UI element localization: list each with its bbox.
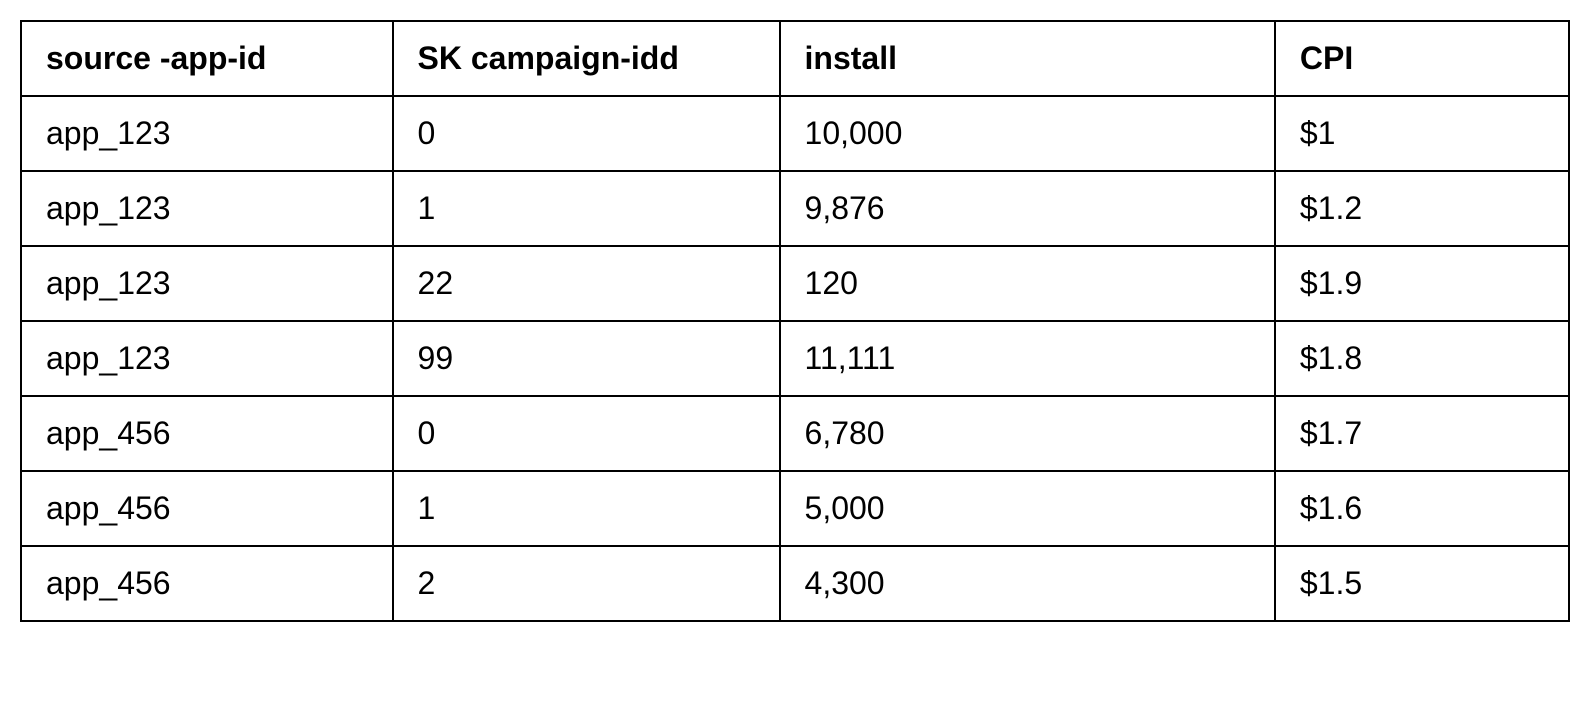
header-install: install bbox=[780, 21, 1275, 96]
cell-cpi: $1.2 bbox=[1275, 171, 1569, 246]
data-table: source -app-id SK campaign-idd install C… bbox=[20, 20, 1570, 622]
cell-source-app-id: app_123 bbox=[21, 171, 393, 246]
cell-install: 6,780 bbox=[780, 396, 1275, 471]
cell-source-app-id: app_123 bbox=[21, 96, 393, 171]
cell-source-app-id: app_456 bbox=[21, 471, 393, 546]
cell-cpi: $1.9 bbox=[1275, 246, 1569, 321]
cell-cpi: $1.5 bbox=[1275, 546, 1569, 621]
cell-install: 4,300 bbox=[780, 546, 1275, 621]
table-row: app_123 22 120 $1.9 bbox=[21, 246, 1569, 321]
header-source-app-id: source -app-id bbox=[21, 21, 393, 96]
cell-sk-campaign-id: 22 bbox=[393, 246, 780, 321]
cell-cpi: $1 bbox=[1275, 96, 1569, 171]
cell-cpi: $1.8 bbox=[1275, 321, 1569, 396]
cell-cpi: $1.7 bbox=[1275, 396, 1569, 471]
header-sk-campaign-id: SK campaign-idd bbox=[393, 21, 780, 96]
table-row: app_123 1 9,876 $1.2 bbox=[21, 171, 1569, 246]
cell-install: 11,111 bbox=[780, 321, 1275, 396]
table-body: app_123 0 10,000 $1 app_123 1 9,876 $1.2… bbox=[21, 96, 1569, 621]
cell-sk-campaign-id: 99 bbox=[393, 321, 780, 396]
table-header: source -app-id SK campaign-idd install C… bbox=[21, 21, 1569, 96]
table-row: app_123 99 11,111 $1.8 bbox=[21, 321, 1569, 396]
cell-source-app-id: app_456 bbox=[21, 546, 393, 621]
cell-install: 5,000 bbox=[780, 471, 1275, 546]
cell-source-app-id: app_456 bbox=[21, 396, 393, 471]
cell-source-app-id: app_123 bbox=[21, 321, 393, 396]
cell-sk-campaign-id: 0 bbox=[393, 396, 780, 471]
table-row: app_456 0 6,780 $1.7 bbox=[21, 396, 1569, 471]
cell-cpi: $1.6 bbox=[1275, 471, 1569, 546]
cell-install: 10,000 bbox=[780, 96, 1275, 171]
cell-source-app-id: app_123 bbox=[21, 246, 393, 321]
header-cpi: CPI bbox=[1275, 21, 1569, 96]
cell-install: 120 bbox=[780, 246, 1275, 321]
table-header-row: source -app-id SK campaign-idd install C… bbox=[21, 21, 1569, 96]
table-row: app_123 0 10,000 $1 bbox=[21, 96, 1569, 171]
table-row: app_456 2 4,300 $1.5 bbox=[21, 546, 1569, 621]
cell-install: 9,876 bbox=[780, 171, 1275, 246]
cell-sk-campaign-id: 1 bbox=[393, 171, 780, 246]
cell-sk-campaign-id: 0 bbox=[393, 96, 780, 171]
table-row: app_456 1 5,000 $1.6 bbox=[21, 471, 1569, 546]
cell-sk-campaign-id: 1 bbox=[393, 471, 780, 546]
cell-sk-campaign-id: 2 bbox=[393, 546, 780, 621]
